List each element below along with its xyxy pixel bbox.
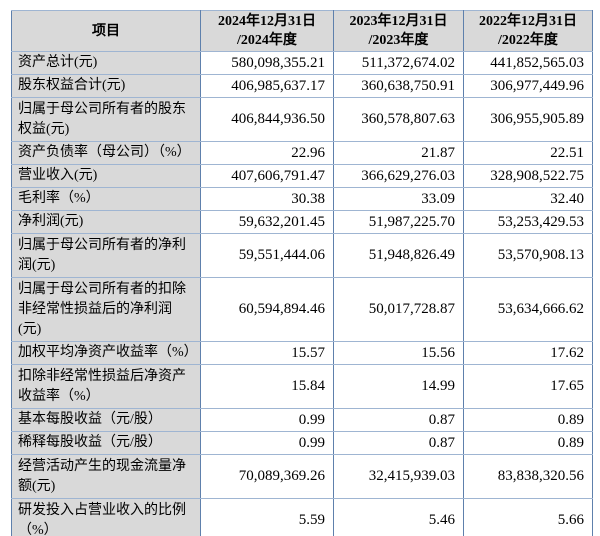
header-row: 项目 2024年12月31日 /2024年度 2023年12月31日 /2023… (11, 10, 593, 52)
header-item-column: 项目 (11, 10, 201, 52)
cell-value: 15.57 (200, 341, 334, 365)
financial-summary-table: 项目 2024年12月31日 /2024年度 2023年12月31日 /2023… (11, 10, 593, 536)
table-row-total-equity: 股东权益合计(元) 406,985,637.17 360,638,750.91 … (11, 74, 593, 98)
cell-value: 0.99 (200, 431, 334, 455)
row-label: 基本每股收益（元/股） (11, 408, 201, 432)
cell-value: 0.99 (200, 408, 334, 432)
cell-value: 360,578,807.63 (333, 97, 464, 142)
row-label: 经营活动产生的现金流量净 额(元) (11, 454, 201, 499)
table-row-weighted-roe: 加权平均净资产收益率（%） 15.57 15.56 17.62 (11, 341, 593, 365)
header-2024-column: 2024年12月31日 /2024年度 (200, 10, 334, 52)
row-label: 股东权益合计(元) (11, 74, 201, 98)
table-row-total-assets: 资产总计(元) 580,098,355.21 511,372,674.02 44… (11, 51, 593, 75)
cell-value: 22.96 (200, 141, 334, 165)
cell-value: 51,987,225.70 (333, 210, 464, 234)
table-row-parent-equity: 归属于母公司所有者的股东 权益(元) 406,844,936.50 360,57… (11, 97, 593, 142)
row-label: 净利润(元) (11, 210, 201, 234)
table-row-rd-ratio: 研发投入占营业收入的比例 （%） 5.59 5.46 5.66 (11, 498, 593, 536)
row-label: 稀释每股收益（元/股） (11, 431, 201, 455)
cell-value: 53,253,429.53 (463, 210, 593, 234)
table-row-diluted-eps: 稀释每股收益（元/股） 0.99 0.87 0.89 (11, 431, 593, 455)
cell-value: 5.59 (200, 498, 334, 536)
cell-value: 5.66 (463, 498, 593, 536)
cell-value: 51,948,826.49 (333, 233, 464, 278)
cell-value: 15.56 (333, 341, 464, 365)
cell-value: 33.09 (333, 187, 464, 211)
cell-value: 32,415,939.03 (333, 454, 464, 499)
cell-value: 580,098,355.21 (200, 51, 334, 75)
cell-value: 5.46 (333, 498, 464, 536)
cell-value: 406,844,936.50 (200, 97, 334, 142)
row-label: 归属于母公司所有者的净利 润(元) (11, 233, 201, 278)
header-2023-column: 2023年12月31日 /2023年度 (333, 10, 464, 52)
cell-value: 0.89 (463, 408, 593, 432)
table-row-net-profit: 净利润(元) 59,632,201.45 51,987,225.70 53,25… (11, 210, 593, 234)
cell-value: 306,977,449.96 (463, 74, 593, 98)
cell-value: 0.87 (333, 408, 464, 432)
cell-value: 17.62 (463, 341, 593, 365)
cell-value: 70,089,369.26 (200, 454, 334, 499)
cell-value: 406,985,637.17 (200, 74, 334, 98)
cell-value: 407,606,791.47 (200, 164, 334, 188)
row-label: 营业收入(元) (11, 164, 201, 188)
cell-value: 441,852,565.03 (463, 51, 593, 75)
table-row-basic-eps: 基本每股收益（元/股） 0.99 0.87 0.89 (11, 408, 593, 432)
row-label: 归属于母公司所有者的扣除 非经常性损益后的净利润 (元) (11, 277, 201, 342)
table-row-parent-net-profit-excl-nonrecurring: 归属于母公司所有者的扣除 非经常性损益后的净利润 (元) 60,594,894.… (11, 277, 593, 342)
table-row-parent-net-profit: 归属于母公司所有者的净利 润(元) 59,551,444.06 51,948,8… (11, 233, 593, 278)
cell-value: 50,017,728.87 (333, 277, 464, 342)
cell-value: 17.65 (463, 364, 593, 409)
row-label: 资产负债率（母公司）（%） (11, 141, 201, 165)
cell-value: 53,634,666.62 (463, 277, 593, 342)
cell-value: 21.87 (333, 141, 464, 165)
cell-value: 0.89 (463, 431, 593, 455)
table-row-operating-cash-flow: 经营活动产生的现金流量净 额(元) 70,089,369.26 32,415,9… (11, 454, 593, 499)
cell-value: 53,570,908.13 (463, 233, 593, 278)
cell-value: 32.40 (463, 187, 593, 211)
cell-value: 59,551,444.06 (200, 233, 334, 278)
cell-value: 30.38 (200, 187, 334, 211)
row-label: 扣除非经常性损益后净资产 收益率（%） (11, 364, 201, 409)
cell-value: 360,638,750.91 (333, 74, 464, 98)
cell-value: 83,838,320.56 (463, 454, 593, 499)
cell-value: 328,908,522.75 (463, 164, 593, 188)
cell-value: 511,372,674.02 (333, 51, 464, 75)
row-label: 资产总计(元) (11, 51, 201, 75)
row-label: 毛利率（%） (11, 187, 201, 211)
table-row-debt-ratio: 资产负债率（母公司）（%） 22.96 21.87 22.51 (11, 141, 593, 165)
row-label: 加权平均净资产收益率（%） (11, 341, 201, 365)
table-row-gross-margin: 毛利率（%） 30.38 33.09 32.40 (11, 187, 593, 211)
cell-value: 22.51 (463, 141, 593, 165)
row-label: 归属于母公司所有者的股东 权益(元) (11, 97, 201, 142)
row-label: 研发投入占营业收入的比例 （%） (11, 498, 201, 536)
cell-value: 60,594,894.46 (200, 277, 334, 342)
cell-value: 306,955,905.89 (463, 97, 593, 142)
cell-value: 15.84 (200, 364, 334, 409)
cell-value: 14.99 (333, 364, 464, 409)
header-2022-column: 2022年12月31日 /2022年度 (463, 10, 593, 52)
cell-value: 59,632,201.45 (200, 210, 334, 234)
table-row-roe-excl-nonrecurring: 扣除非经常性损益后净资产 收益率（%） 15.84 14.99 17.65 (11, 364, 593, 409)
cell-value: 366,629,276.03 (333, 164, 464, 188)
table-row-revenue: 营业收入(元) 407,606,791.47 366,629,276.03 32… (11, 164, 593, 188)
cell-value: 0.87 (333, 431, 464, 455)
